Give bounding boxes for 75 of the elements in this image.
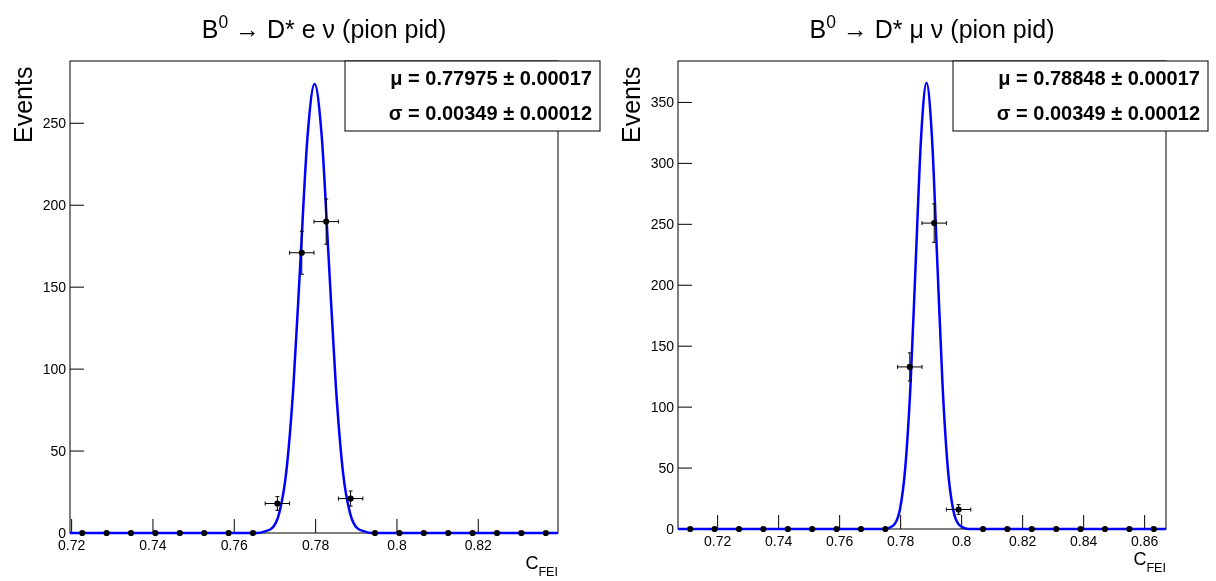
y-tick-label: 100 bbox=[650, 399, 675, 416]
point bbox=[371, 529, 379, 537]
point bbox=[103, 529, 110, 537]
point bbox=[225, 529, 232, 537]
annotation: μ = 0.78848 ± 0.00017 bbox=[998, 67, 1200, 89]
point bbox=[931, 220, 938, 227]
point bbox=[396, 529, 403, 537]
x-tick-label: 0.78 bbox=[302, 537, 330, 553]
y-tick-label: 0 bbox=[666, 521, 675, 537]
y-tick-label: 250 bbox=[650, 216, 675, 233]
y-tick-label: 50 bbox=[50, 443, 67, 460]
y-tick-label: 150 bbox=[650, 338, 675, 355]
point bbox=[79, 529, 86, 537]
y-axis-title: Events bbox=[617, 66, 645, 143]
point bbox=[1053, 525, 1060, 533]
point bbox=[711, 525, 718, 533]
y-axis-title: Events bbox=[9, 66, 37, 143]
point bbox=[760, 525, 767, 533]
point bbox=[420, 529, 427, 537]
y-tick-label: 100 bbox=[42, 361, 67, 378]
point bbox=[347, 495, 354, 502]
point bbox=[201, 529, 208, 537]
x-tick-label: 0.8 bbox=[951, 533, 972, 549]
chart-title: B$^{0}$ → D* μ ν (pion pid) bbox=[809, 12, 1055, 43]
point bbox=[249, 529, 257, 537]
annotation: σ = 0.00349 ± 0.00012 bbox=[388, 102, 592, 124]
point bbox=[323, 218, 330, 225]
point bbox=[274, 500, 281, 507]
point bbox=[542, 529, 549, 537]
y-tick-label: 250 bbox=[42, 115, 67, 132]
point bbox=[1126, 525, 1133, 533]
y-tick-label: 200 bbox=[650, 277, 675, 294]
x-tick-label: 0.8 bbox=[387, 537, 407, 553]
point bbox=[784, 525, 791, 533]
point bbox=[979, 525, 987, 533]
y-tick-label: 150 bbox=[42, 279, 67, 296]
point bbox=[298, 249, 305, 256]
point bbox=[809, 525, 816, 533]
point bbox=[1077, 525, 1084, 533]
point bbox=[518, 529, 525, 537]
x-tick-label: 0.82 bbox=[464, 537, 493, 553]
x-axis-title: C$_{FEI}$ bbox=[525, 553, 558, 579]
point bbox=[152, 529, 159, 537]
x-axis-title: C$_{FEI}$ bbox=[1133, 549, 1166, 575]
point bbox=[469, 529, 476, 537]
x-tick-label: 0.78 bbox=[887, 533, 915, 549]
point bbox=[1004, 525, 1011, 533]
point bbox=[1101, 525, 1109, 533]
point bbox=[882, 525, 889, 533]
x-tick-label: 0.74 bbox=[765, 533, 793, 549]
point bbox=[176, 529, 183, 537]
x-tick-label: 0.74 bbox=[139, 537, 167, 553]
point bbox=[735, 525, 743, 533]
point bbox=[906, 363, 913, 370]
x-tick-label: 0.76 bbox=[220, 537, 249, 553]
point bbox=[1028, 525, 1035, 533]
y-tick-label: 300 bbox=[650, 155, 675, 172]
x-tick-label: 0.72 bbox=[704, 533, 732, 549]
y-tick-label: 200 bbox=[42, 197, 67, 214]
point bbox=[1150, 525, 1157, 533]
point bbox=[857, 525, 865, 533]
point bbox=[493, 529, 501, 537]
chart-title: B$^{0}$ → D* e ν (pion pid) bbox=[201, 12, 447, 43]
x-tick-label: 0.86 bbox=[1131, 533, 1159, 549]
point bbox=[445, 529, 452, 537]
x-tick-label: 0.76 bbox=[826, 533, 854, 549]
point bbox=[687, 525, 694, 533]
annotation: σ = 0.00349 ± 0.00012 bbox=[996, 102, 1200, 124]
annotation: μ = 0.77975 ± 0.00017 bbox=[390, 67, 592, 89]
point bbox=[127, 529, 135, 537]
x-tick-label: 0.82 bbox=[1009, 533, 1037, 549]
point bbox=[833, 525, 840, 533]
x-tick-label: 0.84 bbox=[1070, 533, 1098, 549]
y-tick-label: 50 bbox=[658, 460, 675, 477]
y-tick-label: 350 bbox=[650, 94, 675, 111]
